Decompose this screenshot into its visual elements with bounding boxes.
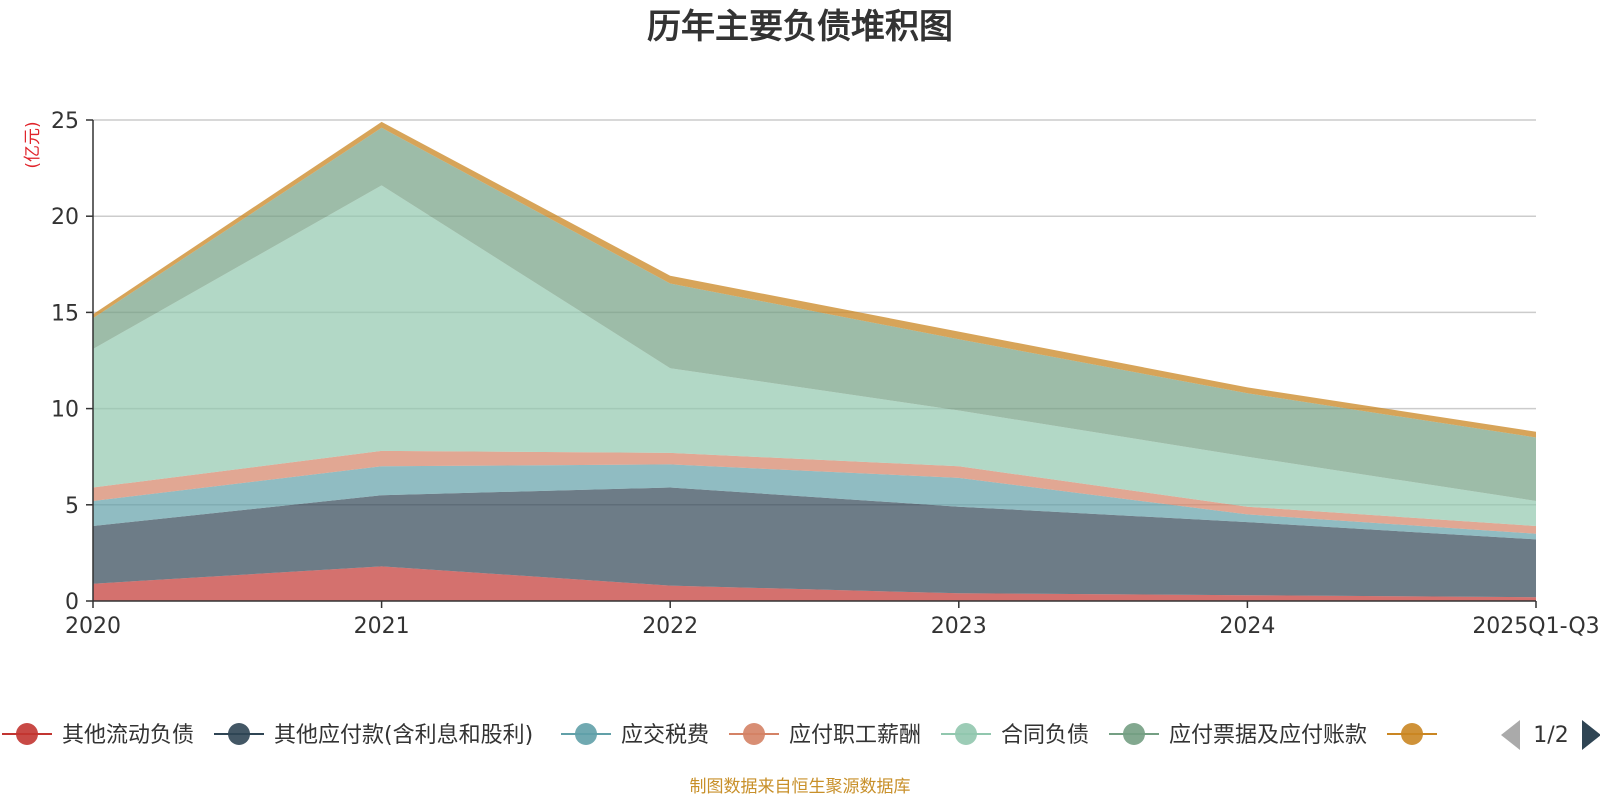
plot-area — [93, 121, 1536, 601]
x-tick-label: 2021 — [354, 614, 410, 639]
legend-label: 应付票据及应付账款 — [1169, 723, 1367, 748]
legend-page-indicator: 1/2 — [1533, 723, 1568, 748]
legend-marker — [743, 723, 765, 745]
legend-marker — [1123, 723, 1145, 745]
legend-item-6[interactable]: 应付票据及应付账款 — [1109, 723, 1367, 748]
legend-item-2[interactable]: 其他应付款(含利息和股利) — [214, 723, 533, 748]
legend-item-1[interactable]: 其他流动负债 — [2, 723, 194, 748]
legend-label: 应交税费 — [621, 723, 709, 748]
legend-item-3[interactable]: 应交税费 — [561, 723, 709, 748]
x-tick-label: 2020 — [65, 614, 121, 639]
legend-item-5[interactable]: 合同负债 — [941, 723, 1089, 748]
legend-marker — [955, 723, 977, 745]
source-note: 制图数据来自恒生聚源数据库 — [690, 777, 911, 797]
legend-pager: 1/2 — [1501, 720, 1600, 750]
axes: 0 5 10 15 20 25 2020 2021 2022 2023 2024 2025Q1-Q3 — [51, 109, 1600, 639]
y-tick-label: 20 — [51, 205, 79, 230]
prev-page-icon[interactable] — [1501, 720, 1520, 750]
y-tick-label: 25 — [51, 109, 79, 134]
x-tick-label: 2023 — [931, 614, 987, 639]
y-tick-label: 5 — [65, 494, 79, 519]
x-tick-label: 2025Q1-Q3 — [1472, 614, 1599, 639]
y-tick-label: 10 — [51, 398, 79, 423]
x-tick-label: 2024 — [1219, 614, 1275, 639]
legend-item-4[interactable]: 应付职工薪酬 — [729, 723, 921, 748]
area-series-6 — [93, 127, 1536, 501]
legend: 其他流动负债 其他应付款(含利息和股利) 应交税费 应付职工薪酬 合同负债 应付票据及应付… — [2, 723, 1437, 748]
legend-marker — [16, 723, 38, 745]
legend-marker — [228, 723, 250, 745]
area-series-5 — [93, 185, 1536, 526]
area-series-3 — [93, 464, 1536, 540]
legend-marker — [575, 723, 597, 745]
legend-marker — [1401, 723, 1423, 745]
x-tick-label: 2022 — [642, 614, 698, 639]
next-page-icon[interactable] — [1582, 720, 1600, 750]
y-tick-label: 15 — [51, 301, 79, 326]
legend-item-7[interactable] — [1387, 723, 1437, 745]
area-series-4 — [93, 450, 1536, 534]
area-series-2 — [93, 487, 1536, 598]
legend-label: 合同负债 — [1001, 723, 1089, 748]
legend-label: 应付职工薪酬 — [789, 723, 921, 748]
y-axis-label: (亿元) — [23, 121, 43, 168]
legend-label: 其他应付款(含利息和股利) — [274, 723, 533, 748]
legend-label: 其他流动负债 — [62, 723, 194, 748]
chart-title: 历年主要负债堆积图 — [647, 7, 953, 47]
area-series-1 — [93, 566, 1536, 601]
y-tick-label: 0 — [65, 590, 79, 615]
